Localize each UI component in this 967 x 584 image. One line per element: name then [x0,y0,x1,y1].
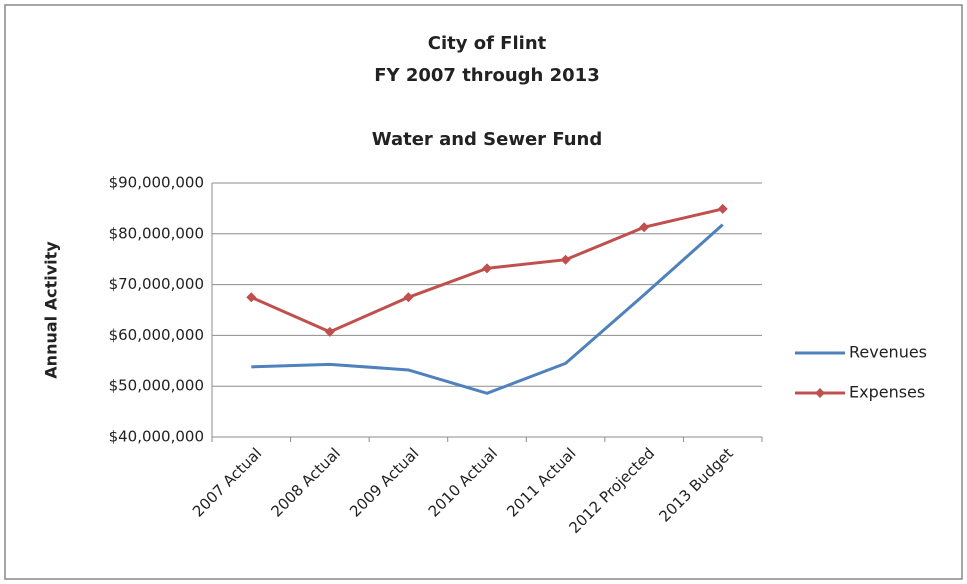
marker [482,263,492,274]
chart-title: FY 2007 through 2013 [374,65,600,86]
series-line [251,223,724,395]
marker [560,254,571,265]
y-tick-label: $80,000,000 [109,224,204,242]
legend-marker [815,388,825,398]
chart-title: City of Flint [428,33,547,54]
marker [246,292,257,303]
y-tick-label: $50,000,000 [109,377,204,395]
marker [717,203,728,214]
marker [403,292,414,303]
y-tick-label: $70,000,000 [109,275,204,293]
y-axis-label: Annual Activity [42,241,61,379]
legend-label: Revenues [849,343,927,362]
chart-title: Water and Sewer Fund [372,129,603,150]
legend-label: Expenses [849,383,925,402]
marker [324,326,335,337]
y-tick-label: $90,000,000 [109,174,204,192]
y-tick-label: $40,000,000 [109,428,204,446]
y-tick-label: $60,000,000 [109,326,204,344]
chart-border [4,4,963,580]
marker [639,222,650,233]
